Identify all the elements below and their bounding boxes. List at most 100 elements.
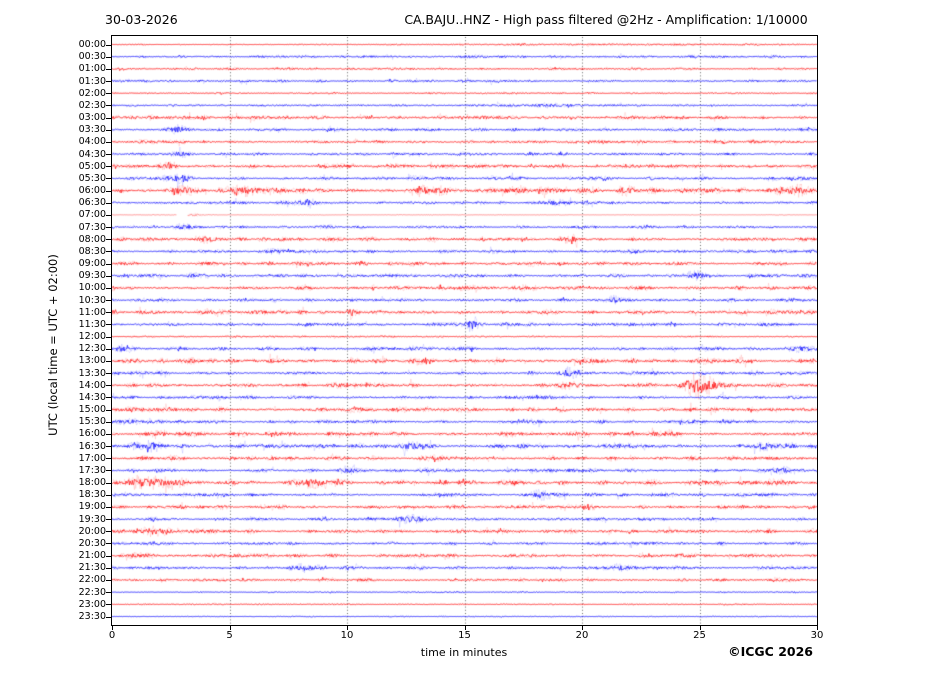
y-tick-label: 06:00 xyxy=(78,185,106,197)
y-tick-mark xyxy=(106,251,111,252)
y-tick-mark xyxy=(106,288,111,289)
y-tick-mark xyxy=(106,458,111,459)
y-tick-mark xyxy=(106,397,111,398)
y-tick-label: 20:30 xyxy=(78,537,106,549)
y-tick-mark xyxy=(106,93,111,94)
y-tick-label: 21:00 xyxy=(78,550,106,562)
y-tick-label: 00:00 xyxy=(78,39,106,50)
y-tick-mark xyxy=(106,470,111,471)
y-tick-label: 11:30 xyxy=(78,318,106,330)
y-tick-label: 13:00 xyxy=(78,355,106,367)
plot-date: 30-03-2026 xyxy=(105,12,178,27)
seismogram-traces-canvas xyxy=(112,36,817,625)
y-tick-label: 22:30 xyxy=(78,586,106,598)
x-tick-label: 0 xyxy=(108,630,116,641)
plot-title: CA.BAJU..HNZ - High pass filtered @2Hz -… xyxy=(404,12,808,27)
y-tick-mark xyxy=(106,312,111,313)
x-tick-label: 30 xyxy=(810,630,824,641)
y-tick-mark xyxy=(106,592,111,593)
y-tick-label: 14:00 xyxy=(78,379,106,391)
y-tick-mark xyxy=(106,507,111,508)
x-tick-mark xyxy=(817,626,818,630)
x-tick-mark xyxy=(347,626,348,630)
y-tick-mark xyxy=(106,300,111,301)
y-tick-label: 20:00 xyxy=(78,525,106,537)
y-tick-label: 10:30 xyxy=(78,294,106,306)
y-tick-mark xyxy=(106,543,111,544)
y-tick-mark xyxy=(106,239,111,240)
y-tick-label: 12:30 xyxy=(78,343,106,355)
y-tick-label: 03:00 xyxy=(78,112,106,124)
y-tick-mark xyxy=(106,69,111,70)
y-tick-mark xyxy=(106,142,111,143)
y-tick-mark xyxy=(106,191,111,192)
y-tick-mark xyxy=(106,580,111,581)
x-tick-mark xyxy=(700,626,701,630)
y-tick-label: 09:00 xyxy=(78,258,106,270)
y-tick-label: 16:30 xyxy=(78,440,106,452)
x-tick-mark xyxy=(582,626,583,630)
y-tick-mark xyxy=(106,215,111,216)
x-tick-label: 15 xyxy=(458,630,471,641)
y-tick-mark xyxy=(106,434,111,435)
y-tick-mark xyxy=(106,81,111,82)
y-tick-mark xyxy=(106,531,111,532)
y-tick-label: 18:30 xyxy=(78,489,106,501)
y-tick-mark xyxy=(106,105,111,106)
y-tick-label: 15:00 xyxy=(78,404,106,416)
y-tick-label: 02:00 xyxy=(78,87,106,99)
y-tick-mark xyxy=(106,337,111,338)
y-tick-mark xyxy=(106,130,111,131)
copyright-label: ©ICGC 2026 xyxy=(728,644,813,659)
y-tick-mark xyxy=(106,349,111,350)
y-tick-mark xyxy=(106,264,111,265)
y-tick-label: 14:30 xyxy=(78,391,106,403)
x-tick-mark xyxy=(465,626,466,630)
y-tick-mark xyxy=(106,556,111,557)
y-tick-label: 10:00 xyxy=(78,282,106,294)
y-tick-label: 16:00 xyxy=(78,428,106,440)
y-tick-mark xyxy=(106,483,111,484)
y-tick-label: 03:30 xyxy=(78,124,106,136)
x-tick-label: 25 xyxy=(693,630,706,641)
y-tick-label: 01:00 xyxy=(78,63,106,75)
y-tick-label: 07:30 xyxy=(78,221,106,233)
y-tick-mark xyxy=(106,617,111,618)
y-tick-mark xyxy=(106,422,111,423)
y-tick-label: 23:30 xyxy=(78,611,106,622)
y-tick-mark xyxy=(106,203,111,204)
y-tick-label: 00:30 xyxy=(78,51,106,63)
y-tick-mark xyxy=(106,166,111,167)
y-tick-label: 19:30 xyxy=(78,513,106,525)
y-tick-mark xyxy=(106,604,111,605)
y-tick-label: 06:30 xyxy=(78,197,106,209)
y-tick-label: 11:00 xyxy=(78,306,106,318)
y-tick-mark xyxy=(106,385,111,386)
x-tick-label: 20 xyxy=(575,630,589,641)
x-tick-label: 10 xyxy=(340,630,354,641)
y-tick-label: 01:30 xyxy=(78,75,106,87)
x-tick-label: 5 xyxy=(226,630,233,641)
y-tick-label: 17:00 xyxy=(78,452,106,464)
y-tick-mark xyxy=(106,227,111,228)
y-tick-mark xyxy=(106,118,111,119)
y-tick-mark xyxy=(106,178,111,179)
y-tick-label: 18:00 xyxy=(78,477,106,489)
y-tick-mark xyxy=(106,519,111,520)
y-tick-mark xyxy=(106,361,111,362)
y-tick-mark xyxy=(106,45,111,46)
y-tick-mark xyxy=(106,276,111,277)
x-axis-label: time in minutes xyxy=(420,646,508,659)
y-tick-mark xyxy=(106,154,111,155)
y-tick-label: 05:00 xyxy=(78,160,106,172)
y-tick-label: 15:30 xyxy=(78,416,106,428)
y-tick-label: 22:00 xyxy=(78,574,106,586)
y-tick-label: 19:00 xyxy=(78,501,106,513)
y-tick-label: 17:30 xyxy=(78,464,106,476)
y-tick-mark xyxy=(106,373,111,374)
y-tick-label: 21:30 xyxy=(78,562,106,574)
y-tick-label: 12:00 xyxy=(78,331,106,343)
x-tick-mark xyxy=(112,626,113,630)
y-tick-mark xyxy=(106,568,111,569)
y-tick-mark xyxy=(106,495,111,496)
